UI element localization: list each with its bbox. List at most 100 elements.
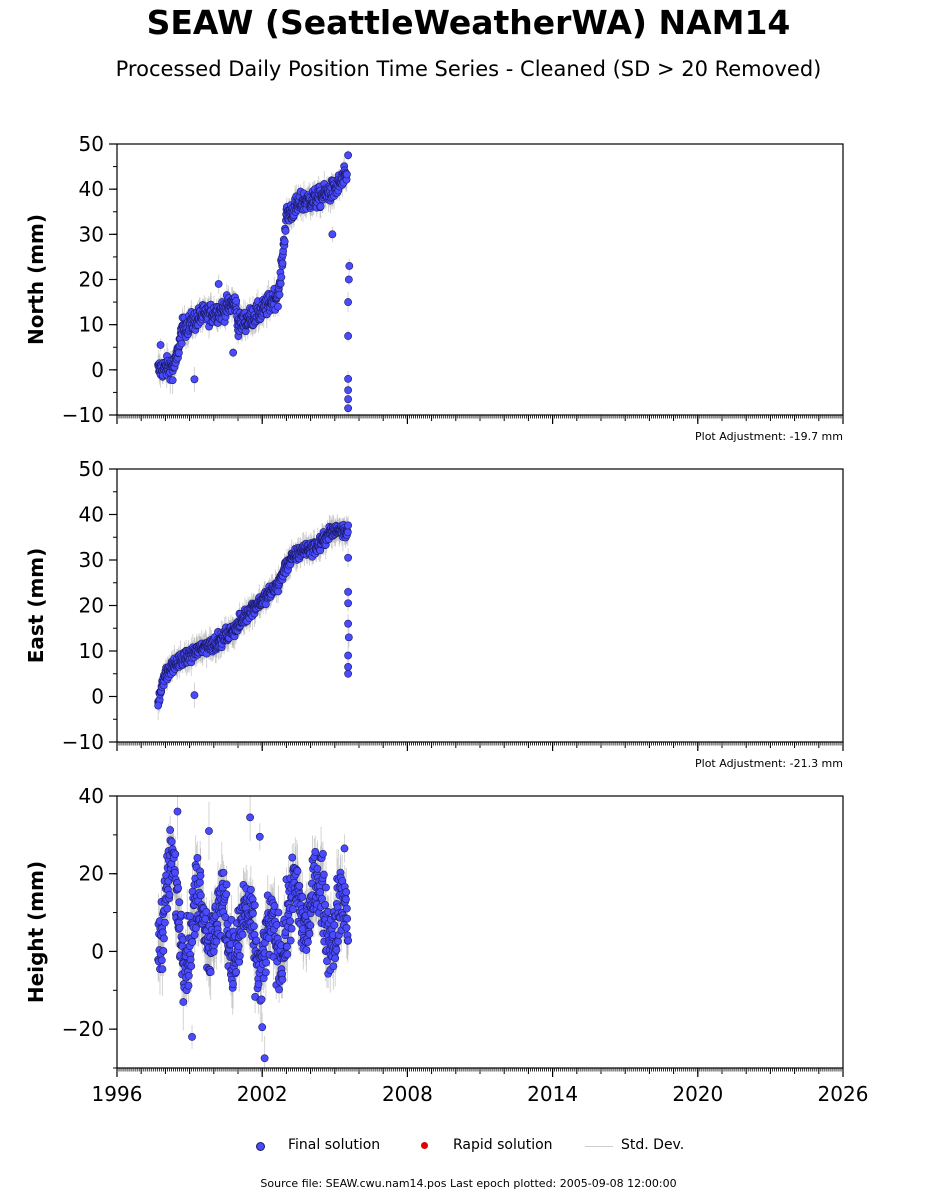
final-solution-point: [196, 871, 205, 880]
final-solution-point: [260, 1054, 269, 1063]
y-tick-label: 50: [79, 132, 104, 156]
final-solution-point: [323, 957, 331, 965]
final-solution-point: [275, 290, 284, 299]
final-solution-point: [283, 950, 292, 959]
final-solution-point: [167, 837, 176, 846]
final-solution-point: [344, 553, 353, 562]
final-solution-point: [283, 942, 291, 951]
final-solution-point: [156, 341, 165, 349]
final-solution-point: [249, 909, 257, 918]
final-solution-point: [186, 912, 194, 921]
final-solution-point: [163, 904, 172, 913]
final-solution-point: [175, 898, 184, 907]
final-solution-point: [222, 880, 231, 889]
y-axis-label: East (mm): [24, 548, 48, 664]
final-solution-point: [321, 900, 329, 909]
final-solution-point: [342, 904, 351, 913]
final-solution-point: [298, 893, 307, 901]
final-solution-point: [344, 151, 353, 160]
final-solution-point: [286, 917, 295, 926]
final-solution-point: [190, 375, 199, 384]
final-solution-point: [295, 881, 304, 890]
final-solution-point: [344, 663, 353, 671]
y-tick-label: 30: [79, 222, 104, 246]
final-solution-point: [342, 888, 351, 896]
final-solution-point: [254, 980, 263, 989]
final-solution-point: [257, 995, 266, 1004]
plot-adjustment-note: Plot Adjustment: -21.3 mm: [695, 757, 843, 770]
final-solution-point: [275, 985, 283, 994]
final-solution-point: [340, 844, 349, 853]
final-solution-point: [304, 938, 312, 946]
final-solution-points: [154, 520, 353, 710]
final-solution-point: [344, 651, 353, 660]
final-solution-point: [319, 870, 328, 879]
final-solution-point: [212, 937, 221, 946]
final-solution-point: [238, 930, 247, 939]
final-solution-point: [344, 936, 353, 945]
final-solution-point: [319, 849, 327, 858]
final-solution-point: [344, 275, 353, 284]
final-solution-point: [255, 832, 264, 841]
chart-title: SEAW (SeattleWeatherWA) NAM14: [146, 3, 791, 42]
final-solution-point: [246, 885, 255, 894]
final-solution-point: [258, 1023, 267, 1032]
final-solution-point: [344, 599, 353, 608]
final-solution-point: [234, 942, 243, 951]
final-solution-point: [179, 998, 188, 1006]
final-solution-point: [195, 878, 204, 887]
final-solution-point: [261, 968, 270, 977]
final-solution-point: [318, 894, 326, 903]
final-solution-point: [344, 633, 353, 642]
final-solution-point: [219, 868, 228, 877]
final-solution-point: [322, 883, 330, 892]
final-solution-point: [186, 955, 195, 964]
final-solution-point: [280, 237, 289, 246]
final-solution-point: [286, 936, 295, 945]
final-solution-point: [173, 807, 182, 816]
y-tick-label: 10: [79, 639, 104, 663]
data-layer: [154, 514, 353, 720]
final-solution-point: [158, 965, 167, 974]
y-tick-label: 50: [79, 457, 104, 481]
y-axis-label: North (mm): [24, 214, 48, 345]
final-solution-point: [288, 905, 297, 914]
final-solution-point: [214, 280, 223, 288]
final-solution-point: [344, 298, 353, 306]
final-solution-point: [202, 908, 211, 916]
final-solution-point: [305, 930, 314, 938]
final-solution-point: [278, 259, 287, 268]
final-solution-point: [306, 921, 315, 930]
y-tick-label: 30: [79, 548, 104, 572]
final-solution-point: [193, 854, 202, 862]
time-series-plot: −10 0 10 20 30 40 50 North (mm) Plot Adjustment:…: [24, 132, 868, 1106]
final-solution-point: [334, 937, 342, 946]
final-solution-point: [344, 395, 353, 404]
final-solution-point: [165, 890, 174, 899]
panel-frame: [116, 143, 844, 416]
final-solution-point: [196, 891, 205, 900]
final-solution-point: [342, 923, 351, 932]
final-solution-point: [171, 850, 180, 859]
final-solution-point: [272, 921, 281, 929]
final-solution-point: [332, 945, 341, 954]
final-solution-point: [343, 914, 352, 923]
final-solution-point: [287, 924, 296, 933]
final-solution-point: [171, 868, 179, 877]
panel-0: −10 0 10 20 30 40 50 North (mm) Plot Adjustment:…: [24, 132, 844, 443]
final-solution-point: [235, 952, 244, 960]
final-solution-point: [157, 956, 166, 965]
y-tick-label: 20: [79, 268, 104, 292]
final-solution-point: [278, 975, 287, 984]
final-solution-point: [274, 908, 283, 917]
final-solution-point: [229, 348, 238, 357]
final-solution-point: [331, 954, 340, 963]
final-solution-point: [316, 888, 325, 897]
final-solution-point: [188, 1033, 196, 1041]
y-tick-label: 0: [91, 685, 104, 709]
panel-1: −10 0 10 20 30 40 50 East (mm) Plot Adjustment: …: [24, 457, 844, 770]
final-solution-point: [274, 302, 282, 311]
final-solution-point: [168, 376, 177, 385]
final-solution-point: [343, 528, 352, 537]
